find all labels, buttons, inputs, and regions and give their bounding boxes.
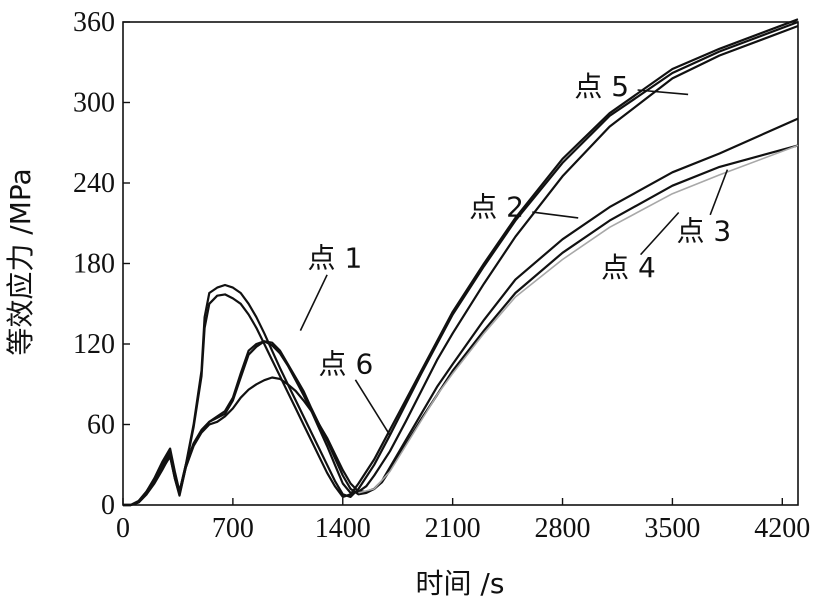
series-line-2	[123, 24, 799, 507]
x-tick-label: 2800	[535, 513, 591, 544]
y-tick-label: 120	[73, 329, 115, 360]
axis-ticks: 0 700 1400 2100 2800 3500 4200 0 60 120 180 240 300 3…	[73, 7, 810, 544]
y-tick-label: 300	[73, 88, 115, 119]
annotation-leader-line	[709, 169, 729, 216]
x-tick-label: 2100	[425, 513, 481, 544]
x-tick-label: 4200	[754, 513, 810, 544]
series-line-5	[123, 20, 799, 507]
x-tick-label: 3500	[644, 513, 700, 544]
annotation-leader-line	[299, 274, 328, 331]
plot-frame	[122, 21, 799, 506]
annotation-leader-line	[640, 211, 680, 256]
annotation-label: 点 3	[676, 215, 731, 248]
x-tick-label: 0	[116, 513, 130, 544]
series-line-4	[358, 144, 799, 494]
y-axis-title: 等效应力 /MPa	[4, 168, 37, 355]
annotation-label: 点 5	[574, 70, 629, 103]
y-tick-label: 360	[73, 7, 115, 38]
series-group	[123, 18, 799, 507]
y-tick-label: 240	[73, 168, 115, 199]
annotation-label: 点 6	[319, 348, 374, 381]
plot-border	[122, 21, 799, 506]
annotations: 点 5 点 2 点 1 点 6 点 3 点 4	[299, 70, 731, 436]
annotation-label: 点 4	[601, 251, 656, 284]
annotation-leader-line	[637, 89, 689, 96]
annotation-leader-line	[354, 379, 391, 436]
y-tick-label: 180	[73, 249, 115, 280]
annotation-label: 点 1	[308, 242, 363, 275]
x-tick-label: 700	[212, 513, 254, 544]
y-tick-label: 0	[101, 490, 115, 521]
x-tick-label: 1400	[315, 513, 371, 544]
y-tick-label: 60	[87, 410, 115, 441]
series-line-6	[123, 18, 799, 507]
annotation-leader-line	[532, 211, 579, 219]
annotation-label: 点 2	[469, 191, 524, 224]
series-line-3	[123, 144, 799, 507]
x-axis-title: 时间 /s	[416, 567, 505, 600]
